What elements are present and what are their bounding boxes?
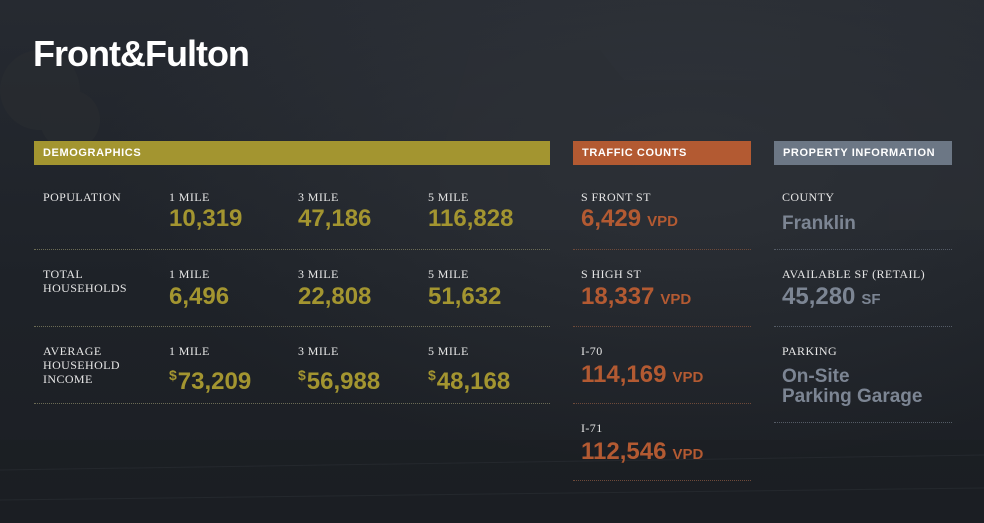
traffic-header: TRAFFIC COUNTS bbox=[573, 141, 751, 165]
radius-label: 1 MILE bbox=[169, 190, 210, 204]
households-label: TOTAL HOUSEHOLDS bbox=[43, 267, 128, 295]
amount: 56,988 bbox=[306, 368, 381, 395]
population-1mi-value: 10,319 bbox=[169, 205, 243, 232]
divider bbox=[34, 403, 550, 404]
count: 6,429 bbox=[581, 205, 642, 232]
income-5mi-value: $48,168 bbox=[428, 361, 510, 396]
parking-label: PARKING bbox=[782, 344, 838, 358]
amount: 48,168 bbox=[436, 368, 511, 395]
vpd-unit: VPD bbox=[647, 213, 678, 230]
amount: 73,209 bbox=[177, 368, 252, 395]
radius-label: 3 MILE bbox=[298, 190, 339, 204]
households-5mi-value: 51,632 bbox=[428, 283, 502, 310]
divider bbox=[573, 480, 751, 481]
available-sf-label: AVAILABLE SF (RETAIL) bbox=[782, 267, 925, 281]
divider bbox=[573, 249, 751, 250]
sf-amount: 45,280 bbox=[782, 283, 856, 310]
radius-label: 1 MILE bbox=[169, 267, 210, 281]
radius-label: 3 MILE bbox=[298, 344, 339, 358]
radius-label: 5 MILE bbox=[428, 190, 469, 204]
parking-line-1: On-Site bbox=[782, 366, 850, 387]
count: 18,337 bbox=[581, 283, 655, 310]
traffic-street-label: I-70 bbox=[581, 344, 603, 358]
vpd-unit: VPD bbox=[660, 291, 692, 308]
vpd-unit: VPD bbox=[672, 446, 704, 463]
sf-unit: SF bbox=[861, 291, 881, 308]
households-3mi-value: 22,808 bbox=[298, 283, 372, 310]
income-3mi-value: $56,988 bbox=[298, 361, 380, 396]
divider bbox=[774, 326, 952, 327]
radius-label: 5 MILE bbox=[428, 267, 469, 281]
income-1mi-value: $73,209 bbox=[169, 361, 251, 396]
property-header: PROPERTY INFORMATION bbox=[774, 141, 952, 165]
households-1mi-value: 6,496 bbox=[169, 283, 230, 310]
vpd-unit: VPD bbox=[672, 369, 704, 386]
divider bbox=[573, 326, 751, 327]
income-label: AVERAGE HOUSEHOLD INCOME bbox=[43, 344, 120, 386]
parking-value: On-Site Parking Garage bbox=[782, 367, 947, 407]
traffic-count-value: 18,337 VPD bbox=[581, 283, 691, 314]
traffic-street-label: I-71 bbox=[581, 421, 603, 435]
traffic-count-value: 6,429 VPD bbox=[581, 205, 678, 236]
count: 114,169 bbox=[581, 361, 667, 388]
divider bbox=[774, 422, 952, 423]
traffic-street-label: S HIGH ST bbox=[581, 267, 642, 281]
divider bbox=[573, 403, 751, 404]
radius-label: 5 MILE bbox=[428, 344, 469, 358]
divider bbox=[34, 326, 550, 327]
divider bbox=[774, 249, 952, 250]
available-sf-value: 45,280 SF bbox=[782, 283, 881, 314]
county-value: Franklin bbox=[782, 213, 856, 234]
demographics-header: DEMOGRAPHICS bbox=[34, 141, 550, 165]
population-3mi-value: 47,186 bbox=[298, 205, 372, 232]
count: 112,546 bbox=[581, 438, 667, 465]
county-label: COUNTY bbox=[782, 190, 835, 204]
traffic-street-label: S FRONT ST bbox=[581, 190, 651, 204]
radius-label: 1 MILE bbox=[169, 344, 210, 358]
traffic-count-value: 112,546 VPD bbox=[581, 438, 703, 469]
population-label: POPULATION bbox=[43, 190, 122, 204]
radius-label: 3 MILE bbox=[298, 267, 339, 281]
brand-logo: Front&Fulton bbox=[33, 33, 250, 74]
traffic-count-value: 114,169 VPD bbox=[581, 361, 703, 392]
population-5mi-value: 116,828 bbox=[428, 205, 514, 232]
currency-symbol: $ bbox=[169, 367, 177, 383]
parking-line-2: Parking Garage bbox=[782, 386, 923, 407]
divider bbox=[34, 249, 550, 250]
currency-symbol: $ bbox=[298, 367, 306, 383]
currency-symbol: $ bbox=[428, 367, 436, 383]
